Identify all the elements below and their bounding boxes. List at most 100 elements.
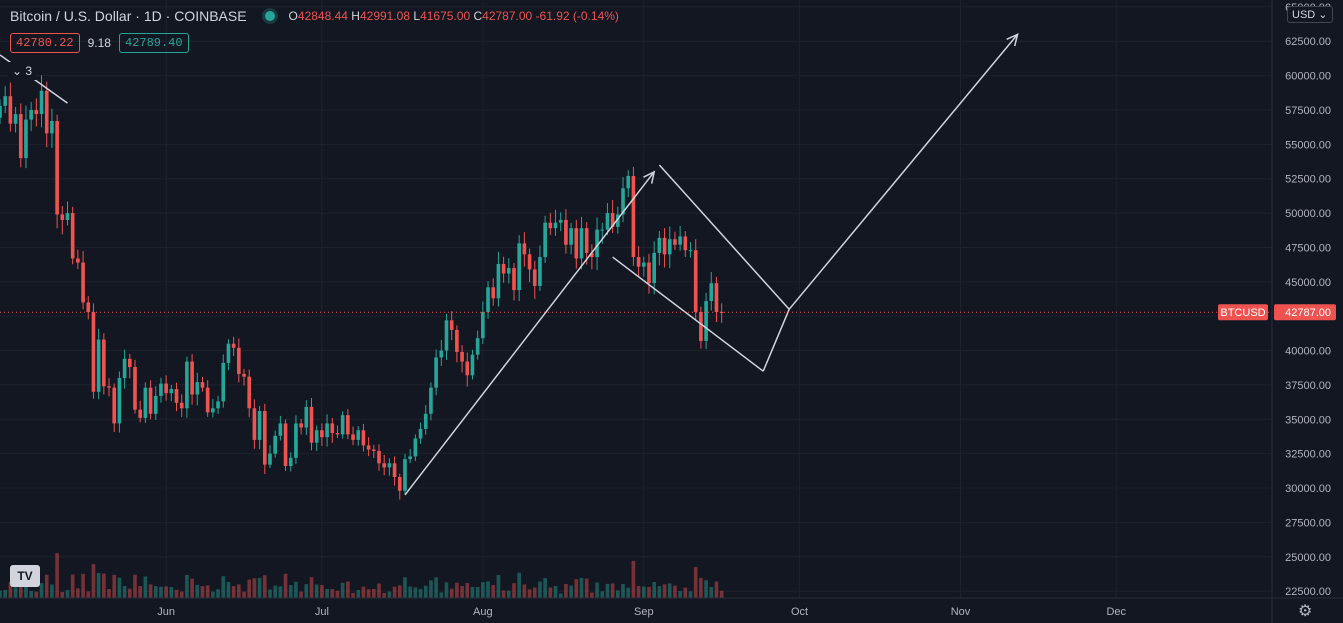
- candle-body: [247, 376, 252, 409]
- candle-body: [429, 387, 433, 414]
- price-axis[interactable]: 22500.00 25000.00 27500.00 30000.00 32500.00…: [1271, 0, 1343, 623]
- time-axis[interactable]: Jun Jul Aug Sep Oct Nov Dec: [0, 597, 1343, 618]
- currency-button[interactable]: USD ⌄: [1287, 6, 1333, 23]
- candle-body: [164, 383, 168, 394]
- volume-bar: [491, 584, 496, 598]
- candle-body: [0, 105, 2, 118]
- volume-bar: [335, 590, 340, 598]
- candle-body: [335, 433, 340, 435]
- volume-bar: [268, 589, 272, 598]
- candle-body: [60, 214, 65, 220]
- candle-body: [133, 367, 137, 410]
- candle-body: [626, 175, 631, 189]
- volume-bar: [195, 584, 200, 598]
- candle-body: [226, 343, 231, 363]
- volume-bar: [346, 581, 350, 598]
- x-tick-label: Sep: [634, 606, 654, 618]
- candle-body: [517, 243, 522, 291]
- volume-bar: [486, 581, 490, 598]
- volume-bar: [221, 576, 226, 598]
- x-tick-label: Jun: [157, 606, 175, 618]
- volume-bar: [647, 586, 651, 598]
- sell-price-button[interactable]: 42780.22: [10, 33, 80, 53]
- candle-body: [574, 228, 579, 259]
- candle-body: [153, 395, 158, 414]
- chevron-down-icon: ⌄: [12, 64, 23, 78]
- candle-body: [652, 252, 656, 284]
- candle-body: [81, 262, 85, 303]
- candle-body: [361, 430, 366, 446]
- volume-bar: [641, 586, 646, 598]
- volume-bar: [387, 591, 392, 598]
- candle-body: [351, 434, 355, 440]
- candle-body: [631, 175, 636, 258]
- volume-bar: [652, 581, 656, 598]
- volume-bar: [616, 590, 620, 598]
- interval-label[interactable]: 1D: [143, 8, 162, 24]
- volume-bar: [351, 592, 355, 598]
- candle-body: [159, 383, 163, 396]
- y-tick-label: 57500.00: [1285, 105, 1331, 117]
- candle-body: [44, 90, 49, 134]
- volume-bar: [91, 564, 96, 598]
- candle-body: [673, 239, 677, 245]
- candle-body: [325, 423, 329, 438]
- volume-bar: [371, 588, 376, 598]
- candle-body: [143, 387, 148, 418]
- candle-body: [122, 358, 127, 379]
- volume-bar: [102, 573, 106, 598]
- volume-bar: [610, 583, 615, 598]
- volume-bar: [252, 578, 257, 598]
- volume-bar: [501, 590, 506, 598]
- volume-bar: [496, 574, 501, 598]
- volume-bar: [595, 582, 599, 598]
- candle-body: [76, 258, 80, 263]
- candle-body: [678, 236, 682, 245]
- candle-body: [444, 320, 449, 351]
- price-candles: [0, 75, 724, 500]
- candle-body: [590, 252, 594, 258]
- symbol-header[interactable]: Bitcoin / U.S. Dollar · 1D · COINBASE O4…: [10, 8, 619, 24]
- candle-body: [195, 382, 200, 395]
- candle-body: [621, 188, 625, 215]
- candle-body: [39, 90, 44, 115]
- trade-row: 42780.22 9.18 42789.40: [10, 33, 189, 53]
- candle-body: [486, 287, 490, 313]
- volume-bar: [408, 586, 412, 598]
- candle-body: [579, 228, 584, 259]
- collapse-indicators-button[interactable]: ⌄ 3: [8, 62, 37, 80]
- volume-bar: [278, 586, 283, 598]
- candle-body: [340, 415, 345, 435]
- candle-body: [262, 411, 267, 465]
- y-tick-label: 27500.00: [1285, 517, 1331, 529]
- volume-bar: [392, 586, 397, 598]
- volume-bar: [704, 580, 708, 598]
- x-tick-label: Dec: [1106, 606, 1126, 618]
- volume-bar: [678, 590, 682, 598]
- volume-bar: [86, 591, 91, 598]
- volume-bar: [719, 590, 724, 598]
- volume-bar: [673, 585, 677, 598]
- candle-body: [216, 401, 220, 409]
- ohlc-readout: O42848.44 H42991.08 L41675.00 C42787.00 …: [288, 9, 619, 23]
- candle-body: [138, 409, 142, 418]
- candle-body: [439, 350, 444, 358]
- volume-bar: [714, 581, 719, 598]
- gear-icon[interactable]: ⚙: [1298, 603, 1313, 620]
- candle-body: [278, 423, 283, 436]
- candle-body: [408, 456, 412, 460]
- candle-body: [3, 96, 8, 106]
- tradingview-logo-icon[interactable]: TV: [10, 565, 40, 587]
- volume-bar: [70, 574, 75, 598]
- candle-body: [366, 445, 371, 450]
- volume-bar: [626, 587, 631, 598]
- volume-bar: [330, 589, 335, 598]
- market-status-icon: [264, 11, 275, 21]
- volume-bar: [242, 591, 246, 598]
- volume-bar: [475, 587, 480, 598]
- candle-body: [314, 430, 319, 443]
- candle-body: [460, 351, 464, 362]
- buy-price-button[interactable]: 42789.40: [118, 33, 189, 53]
- volume-bar: [44, 574, 49, 598]
